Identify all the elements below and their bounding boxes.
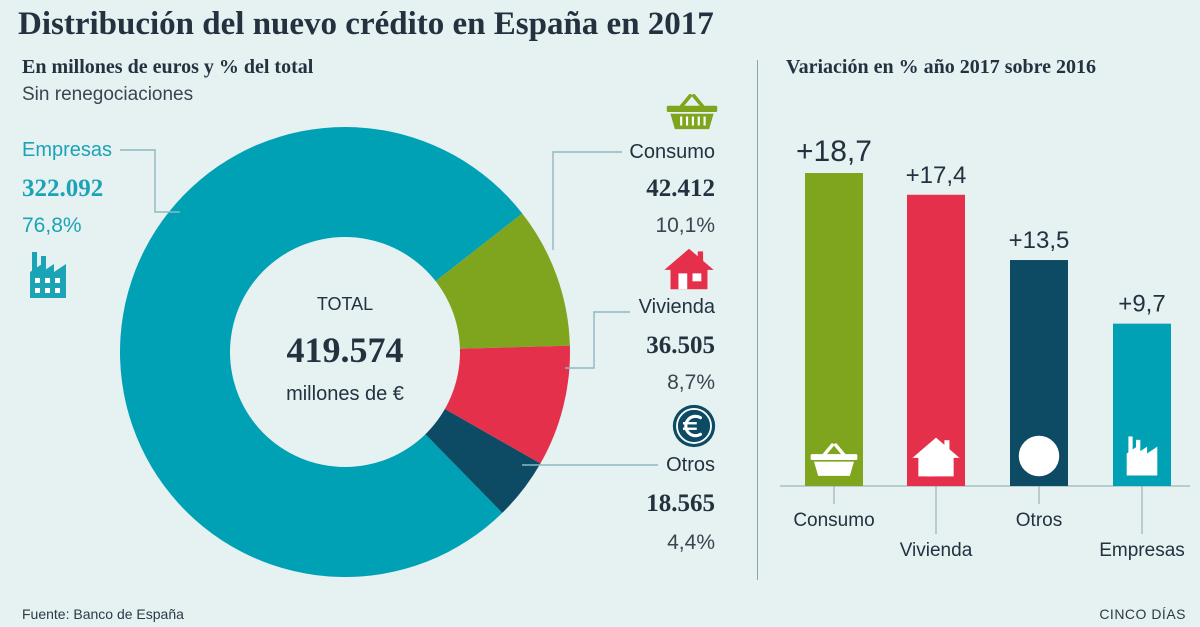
bar-category-empresas: Empresas — [1099, 540, 1185, 561]
bar-consumo — [805, 173, 863, 486]
house-icon — [664, 248, 714, 290]
bar-chart-subtitle: Variación en % año 2017 sobre 2016 — [786, 56, 1097, 78]
brand-label: CINCO DÍAS — [1099, 606, 1186, 622]
leader-line-consumo — [552, 151, 622, 250]
leader-lines — [120, 149, 658, 466]
panel-divider — [757, 60, 758, 580]
total-label: TOTAL — [317, 294, 373, 314]
label-consumo-pct: 10,1% — [655, 214, 715, 237]
chart-title: Distribución del nuevo crédito en España… — [18, 6, 714, 42]
basket-icon — [665, 93, 719, 131]
leader-line-vivienda — [565, 311, 630, 369]
chart-subtitle: En millones de euros y % del total — [22, 56, 314, 78]
bar-euro-icon — [1017, 434, 1061, 478]
label-empresas-value: 322.092 — [22, 175, 103, 202]
bar-label-empresas: +9,7 — [1118, 291, 1165, 318]
bar-label-vivienda: +17,4 — [906, 162, 967, 189]
leader-line-empresas — [120, 149, 180, 213]
bar-chart: +18,7 Consumo +17,4 Vivienda +13,5 Otros +9,7 E… — [793, 135, 1184, 561]
bar-label-otros: +13,5 — [1009, 227, 1070, 254]
source-note: Fuente: Banco de España — [22, 606, 184, 622]
bar-category-otros: Otros — [1016, 510, 1062, 531]
donut-hole — [230, 237, 460, 467]
label-otros-pct: 4,4% — [667, 531, 715, 554]
bar-category-consumo: Consumo — [793, 510, 874, 531]
label-consumo-name: Consumo — [629, 141, 715, 163]
factory-icon — [30, 252, 66, 298]
label-otros-name: Otros — [666, 454, 715, 476]
label-vivienda-name: Vivienda — [639, 296, 716, 318]
chart-note: Sin renegociaciones — [22, 84, 194, 105]
label-vivienda-value: 36.505 — [646, 332, 715, 359]
bar-label-consumo: +18,7 — [796, 135, 872, 168]
bar-category-vivienda: Vivienda — [900, 540, 973, 561]
total-unit: millones de € — [286, 383, 404, 405]
euro-icon — [671, 403, 717, 449]
label-empresas-pct: 76,8% — [22, 214, 82, 237]
label-consumo-value: 42.412 — [646, 175, 715, 202]
label-otros-value: 18.565 — [646, 490, 715, 517]
label-vivienda-pct: 8,7% — [667, 371, 715, 394]
label-empresas-name: Empresas — [22, 139, 112, 161]
total-value: 419.574 — [287, 330, 404, 370]
bar-vivienda — [907, 194, 965, 487]
